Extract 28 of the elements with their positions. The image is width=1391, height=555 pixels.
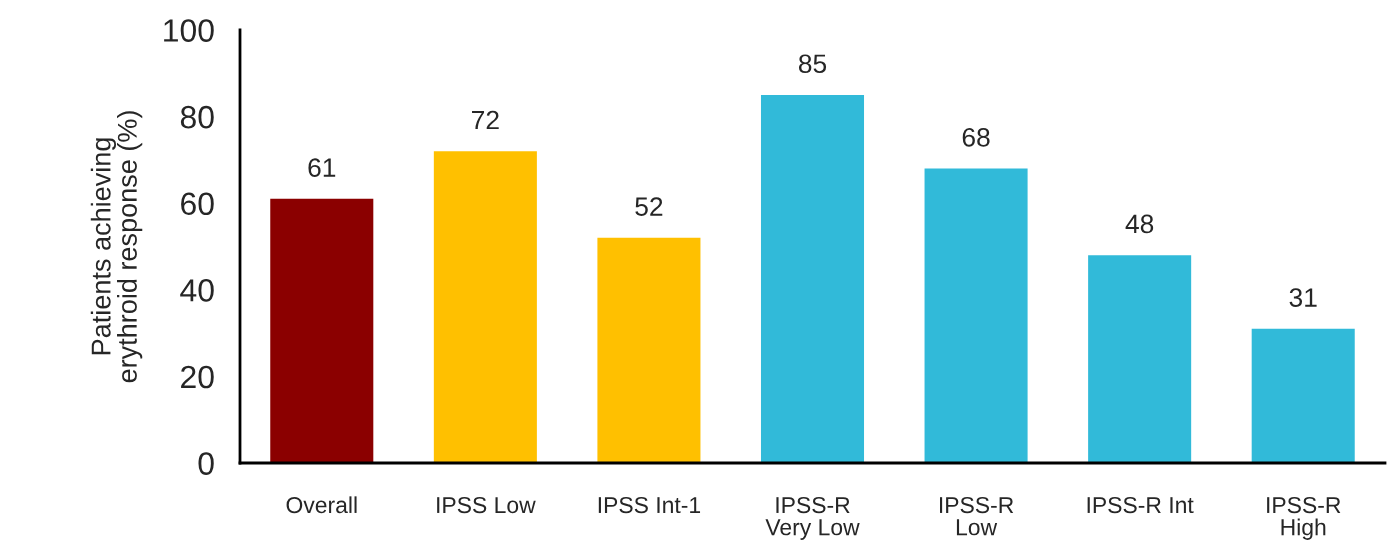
y-tick-label: 100 bbox=[164, 19, 214, 42]
x-tick-label: IPSS Low bbox=[437, 496, 536, 514]
bar bbox=[270, 198, 374, 463]
data-label: 31 bbox=[1289, 288, 1317, 307]
data-label: 61 bbox=[308, 158, 336, 177]
x-tick-label: IPSS-R High bbox=[1267, 496, 1341, 540]
bar bbox=[1251, 328, 1355, 463]
y-tick-label: 40 bbox=[180, 279, 214, 302]
y-tick-label: 20 bbox=[181, 365, 214, 389]
data-label: 52 bbox=[635, 197, 663, 216]
x-tick-label: IPSS-R Low bbox=[939, 496, 1014, 536]
x-tick-label: IPSS-R Very Low bbox=[765, 496, 860, 540]
x-tick-label: IPSS-R Int bbox=[1087, 496, 1194, 514]
y-tick-label: 0 bbox=[198, 452, 214, 475]
data-label: 85 bbox=[798, 54, 827, 74]
y-tick-label: 60 bbox=[181, 192, 214, 216]
bar bbox=[597, 237, 701, 463]
bar bbox=[924, 168, 1028, 463]
data-label: 48 bbox=[1125, 214, 1154, 234]
data-label: 68 bbox=[962, 127, 990, 147]
x-tick-label: Overall bbox=[286, 496, 357, 514]
bar bbox=[433, 151, 537, 463]
y-tick-label: 80 bbox=[180, 105, 214, 129]
bar bbox=[1088, 255, 1192, 463]
data-label: 72 bbox=[472, 110, 499, 130]
x-tick-label: IPSS Int-1 bbox=[598, 496, 701, 514]
y-axis-title: Patients achieving erythroid response (%) bbox=[90, 111, 143, 383]
bar bbox=[760, 94, 865, 463]
